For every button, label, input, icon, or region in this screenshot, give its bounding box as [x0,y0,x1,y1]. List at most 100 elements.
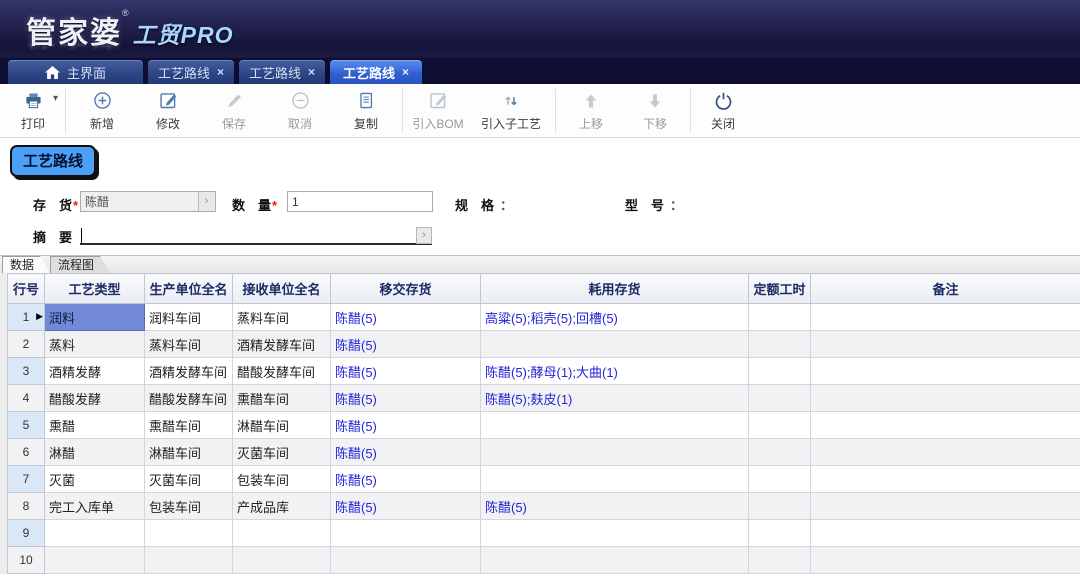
cancel-button[interactable]: 取消 [267,87,333,135]
cell-producing-unit[interactable]: 包装车间 [144,492,233,520]
cell-producing-unit[interactable]: 醋酸发酵车间 [144,384,233,412]
cell-remark[interactable] [810,411,1080,439]
cell-receiving-unit[interactable]: 淋醋车间 [232,411,331,439]
import-bom-button[interactable]: 引入BOM [406,87,470,135]
summary-field[interactable]: › [80,225,432,245]
move-down-button[interactable]: 下移 [623,87,687,135]
cell-transfer-inventory[interactable]: 陈醋(5) [330,303,481,331]
row-number[interactable]: 1 ▶ [7,303,45,331]
row-number[interactable]: 6 [7,438,45,466]
cell-remark[interactable] [810,546,1080,574]
cell-receiving-unit[interactable] [232,546,331,574]
cell-receiving-unit[interactable]: 产成品库 [232,492,331,520]
row-number[interactable]: 3 [7,357,45,385]
tab-flowchart[interactable]: 流程图 [50,256,110,273]
inventory-field[interactable] [80,191,216,212]
cell-receiving-unit[interactable]: 熏醋车间 [232,384,331,412]
cell-remark[interactable] [810,384,1080,412]
row-number[interactable]: 2 [7,330,45,358]
cell-consumed-inventory[interactable] [480,411,749,439]
cell-transfer-inventory[interactable]: 陈醋(5) [330,438,481,466]
cell-process-type[interactable]: 完工入库单 [44,492,145,520]
cell-process-type[interactable]: 蒸料 [44,330,145,358]
cell-consumed-inventory[interactable]: 陈醋(5);麸皮(1) [480,384,749,412]
col-header-receiving-unit[interactable]: 接收单位全名 [232,273,331,304]
cell-transfer-inventory[interactable]: 陈醋(5) [330,357,481,385]
cell-remark[interactable] [810,465,1080,493]
close-button[interactable]: 关闭 [694,87,752,135]
col-header-process-type[interactable]: 工艺类型 [44,273,145,304]
cell-process-type[interactable] [44,519,145,547]
import-subprocess-button[interactable]: 引入子工艺 [470,87,552,135]
cell-transfer-inventory[interactable] [330,519,481,547]
cell-quota-hours[interactable] [748,438,811,466]
cell-producing-unit[interactable]: 酒精发酵车间 [144,357,233,385]
row-number[interactable]: 7 [7,465,45,493]
cell-transfer-inventory[interactable]: 陈醋(5) [330,465,481,493]
cell-producing-unit[interactable]: 熏醋车间 [144,411,233,439]
cell-process-type[interactable]: 淋醋 [44,438,145,466]
cell-quota-hours[interactable] [748,330,811,358]
cell-remark[interactable] [810,438,1080,466]
cell-quota-hours[interactable] [748,465,811,493]
cell-quota-hours[interactable] [748,492,811,520]
tab-data[interactable]: 数据 [2,256,50,273]
col-header-transfer-inventory[interactable]: 移交存货 [330,273,481,304]
summary-lookup-button[interactable]: › [416,227,432,244]
tab-process-route-2[interactable]: 工艺路线 × [239,60,325,84]
tab-process-route-1[interactable]: 工艺路线 × [148,60,234,84]
cell-remark[interactable] [810,519,1080,547]
cell-transfer-inventory[interactable]: 陈醋(5) [330,330,481,358]
col-header-consumed-inventory[interactable]: 耗用存货 [480,273,749,304]
col-header-producing-unit[interactable]: 生产单位全名 [144,273,233,304]
tab-process-route-3-active[interactable]: 工艺路线 × [330,60,422,84]
row-number[interactable]: 8 [7,492,45,520]
cell-producing-unit[interactable]: 润料车间 [144,303,233,331]
cell-producing-unit[interactable]: 蒸料车间 [144,330,233,358]
cell-remark[interactable] [810,357,1080,385]
cell-consumed-inventory[interactable] [480,546,749,574]
cell-consumed-inventory[interactable] [480,465,749,493]
add-button[interactable]: 新增 [69,87,135,135]
cell-consumed-inventory[interactable]: 陈醋(5) [480,492,749,520]
cell-process-type[interactable]: 润料 [44,303,145,331]
move-up-button[interactable]: 上移 [559,87,623,135]
cell-consumed-inventory[interactable] [480,330,749,358]
cell-consumed-inventory[interactable]: 高粱(5);稻壳(5);回槽(5) [480,303,749,331]
cell-receiving-unit[interactable]: 醋酸发酵车间 [232,357,331,385]
modify-button[interactable]: 修改 [135,87,201,135]
cell-producing-unit[interactable] [144,519,233,547]
col-header-remark[interactable]: 备注 [810,273,1080,304]
cell-process-type[interactable]: 熏醋 [44,411,145,439]
cell-consumed-inventory[interactable] [480,519,749,547]
cell-quota-hours[interactable] [748,303,811,331]
row-number[interactable]: 10 [7,546,45,574]
cell-consumed-inventory[interactable]: 陈醋(5);酵母(1);大曲(1) [480,357,749,385]
cell-receiving-unit[interactable]: 蒸料车间 [232,303,331,331]
tab-close-icon[interactable]: × [402,65,410,79]
cell-transfer-inventory[interactable]: 陈醋(5) [330,384,481,412]
cell-process-type[interactable] [44,546,145,574]
cell-quota-hours[interactable] [748,357,811,385]
cell-receiving-unit[interactable]: 灭菌车间 [232,438,331,466]
cell-quota-hours[interactable] [748,519,811,547]
cell-remark[interactable] [810,303,1080,331]
quantity-field[interactable] [287,191,433,212]
save-button[interactable]: 保存 [201,87,267,135]
tab-close-icon[interactable]: × [217,65,225,79]
cell-producing-unit[interactable]: 灭菌车间 [144,465,233,493]
tab-close-icon[interactable]: × [308,65,316,79]
cell-process-type[interactable]: 灭菌 [44,465,145,493]
col-header-quota-hours[interactable]: 定额工时 [748,273,811,304]
cell-remark[interactable] [810,330,1080,358]
col-header-row-no[interactable]: 行号 [7,273,45,304]
cell-receiving-unit[interactable] [232,519,331,547]
cell-process-type[interactable]: 醋酸发酵 [44,384,145,412]
cell-receiving-unit[interactable]: 包装车间 [232,465,331,493]
cell-producing-unit[interactable]: 淋醋车间 [144,438,233,466]
copy-button[interactable]: 复制 [333,87,399,135]
cell-receiving-unit[interactable]: 酒精发酵车间 [232,330,331,358]
cell-transfer-inventory[interactable]: 陈醋(5) [330,411,481,439]
tab-main-screen[interactable]: 主界面 [8,60,143,84]
cell-quota-hours[interactable] [748,546,811,574]
